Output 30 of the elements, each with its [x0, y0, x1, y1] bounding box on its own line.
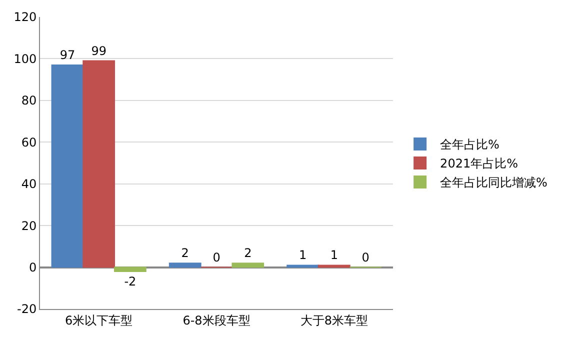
y-tick-label: 100	[14, 52, 37, 66]
legend-label: 全年占比同比增减%	[440, 176, 548, 190]
data-label: 1	[298, 248, 307, 262]
y-tick-label: 40	[21, 177, 37, 192]
y-tick-label: 80	[21, 94, 37, 108]
data-label: 0	[212, 250, 220, 264]
x-tick-label: 6-8米段车型	[182, 313, 250, 328]
x-tick-label: 大于8米车型	[300, 313, 368, 328]
bar	[168, 262, 202, 268]
y-tick-label: 120	[14, 10, 37, 24]
bar	[51, 64, 84, 268]
legend-label: 2021年占比%	[440, 156, 518, 171]
y-tick-label: 60	[21, 135, 37, 150]
y-tick-label: 20	[21, 218, 37, 233]
data-label: 2	[244, 246, 252, 260]
data-label: 99	[91, 44, 106, 58]
bar	[318, 264, 350, 268]
legend-label: 全年占比%	[440, 138, 500, 152]
bar	[82, 60, 116, 268]
bar	[286, 264, 319, 268]
data-label: -2	[124, 274, 136, 288]
y-tick-label: 0	[28, 260, 37, 274]
bar	[232, 262, 264, 268]
data-label: 2	[181, 246, 189, 260]
bar	[114, 266, 146, 272]
y-tick-label: -20	[16, 302, 37, 316]
data-label: 97	[60, 48, 76, 62]
data-label: 1	[330, 248, 338, 262]
x-tick-label: 6米以下车型	[65, 313, 133, 328]
data-label: 0	[362, 250, 370, 264]
